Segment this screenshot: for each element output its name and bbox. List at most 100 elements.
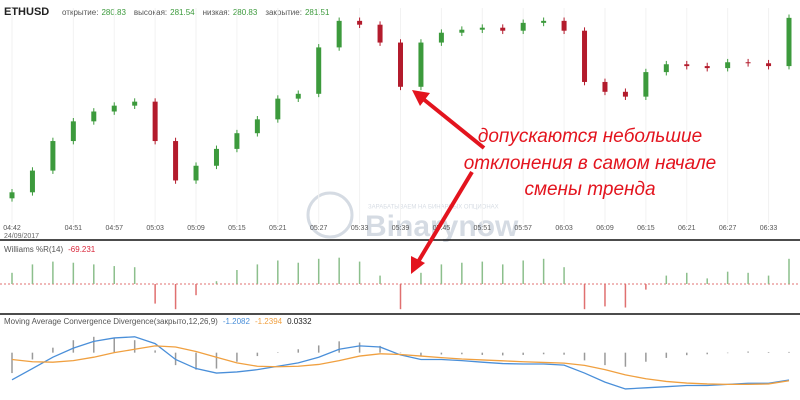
x-tick-label: 05:39 [392, 225, 410, 232]
histogram-bar [277, 352, 279, 353]
x-tick-label: 06:03 [555, 225, 573, 232]
candle-body [643, 72, 649, 97]
histogram-bar [358, 342, 361, 353]
williams-bar [11, 272, 13, 284]
candle-body [173, 141, 179, 181]
candle-body [398, 42, 403, 87]
williams-bar [379, 275, 381, 284]
histogram-bar [645, 352, 647, 362]
williams-bar [767, 275, 770, 284]
ohlc-value: 280.83 [233, 8, 258, 17]
candle-body [663, 64, 669, 73]
williams-bar [420, 272, 422, 284]
histogram-bar [154, 350, 156, 353]
candle-body [295, 93, 301, 99]
histogram-bar [256, 352, 259, 357]
candle-body [234, 133, 240, 149]
histogram-bar [481, 352, 484, 355]
williams-bar [461, 262, 463, 284]
candle-body [684, 64, 690, 67]
candle-body [459, 29, 465, 33]
candle-body [70, 121, 76, 142]
ohlc-label: закрытие: [265, 8, 302, 17]
candle-body [582, 30, 588, 82]
williams-bar [440, 264, 443, 284]
x-tick-label: 05:21 [269, 225, 287, 232]
histogram-bar [583, 352, 586, 361]
williams-bar [93, 264, 95, 284]
ohlc-value: 281.51 [305, 8, 330, 17]
ohlc-label: высокая: [134, 8, 167, 17]
candle-body [377, 24, 383, 43]
williams-bar [52, 261, 54, 284]
williams-bar [256, 264, 259, 284]
histogram-bar [113, 337, 115, 353]
candle-body [9, 192, 15, 199]
histogram-current: 0.0332 [287, 317, 312, 326]
histogram-bar [133, 340, 136, 353]
arrow-head [412, 90, 430, 106]
arrow [420, 96, 486, 150]
candle-body [254, 119, 260, 134]
candle-body [132, 101, 138, 106]
x-tick-label: 04:57 [105, 225, 123, 232]
williams-bar [726, 271, 729, 284]
candle-body [622, 91, 628, 97]
williams-bar [788, 258, 790, 284]
williams-bar [399, 284, 402, 310]
histogram-bar [461, 352, 463, 355]
williams-bar [297, 262, 300, 284]
x-tick-label: 06:15 [637, 225, 655, 232]
williams-bar [624, 284, 627, 308]
histogram-bar [604, 352, 606, 366]
watermark-globe [306, 191, 354, 239]
candle-body [418, 42, 424, 87]
williams-bar [645, 284, 647, 290]
arrow [416, 170, 474, 264]
histogram-bar [297, 349, 300, 353]
williams-bar [706, 278, 708, 284]
histogram-bar [788, 351, 790, 353]
histogram-bar [93, 336, 95, 353]
x-tick-label: 05:57 [514, 225, 532, 232]
williams-bar [236, 270, 238, 284]
ohlc-value: 281.54 [170, 8, 195, 17]
x-tick-label: 06:09 [596, 225, 614, 232]
williams-bar [154, 284, 156, 304]
williams-bar [665, 275, 668, 284]
williams-bar [747, 272, 749, 284]
histogram-bar [52, 347, 54, 353]
histogram-bar [236, 352, 238, 362]
watermark: Binarynow ЗАРАБАТЫВАЕМ НА БИНАРНЫХ ОПЦИО… [306, 191, 519, 243]
histogram-bar [726, 352, 729, 354]
x-tick-label: 06:27 [719, 225, 737, 232]
candle-body [438, 32, 444, 43]
histogram-bar [215, 352, 218, 369]
candle-body [541, 20, 547, 23]
histogram-bar [522, 352, 524, 355]
histogram-bar [624, 352, 627, 367]
annotation: допускаются небольшие отклонения в самом… [411, 90, 716, 274]
macd-line [11, 345, 790, 386]
williams-bar [277, 260, 279, 284]
macd-current: -1.2394 [255, 317, 283, 326]
williams-bar [113, 266, 115, 284]
x-tick-label: 05:33 [351, 225, 369, 232]
candle-body [316, 47, 322, 94]
candle-body [766, 63, 772, 67]
williams-bar [317, 258, 320, 284]
candle-body [520, 22, 526, 31]
williams-bar [31, 264, 34, 284]
annotation-line: допускаются небольшие [478, 126, 702, 147]
histogram-bar [665, 352, 668, 358]
histogram-bar [686, 352, 688, 356]
ohlc-label: низкая: [203, 8, 230, 17]
candle-body [745, 62, 751, 64]
williams-bar [583, 284, 586, 310]
williams-bar [195, 284, 197, 296]
x-tick-label: 05:27 [310, 225, 328, 232]
macd-title: Moving Average Convergence Divergence(за… [4, 317, 218, 326]
williams-bar [358, 261, 361, 284]
arrow-head [411, 256, 425, 274]
